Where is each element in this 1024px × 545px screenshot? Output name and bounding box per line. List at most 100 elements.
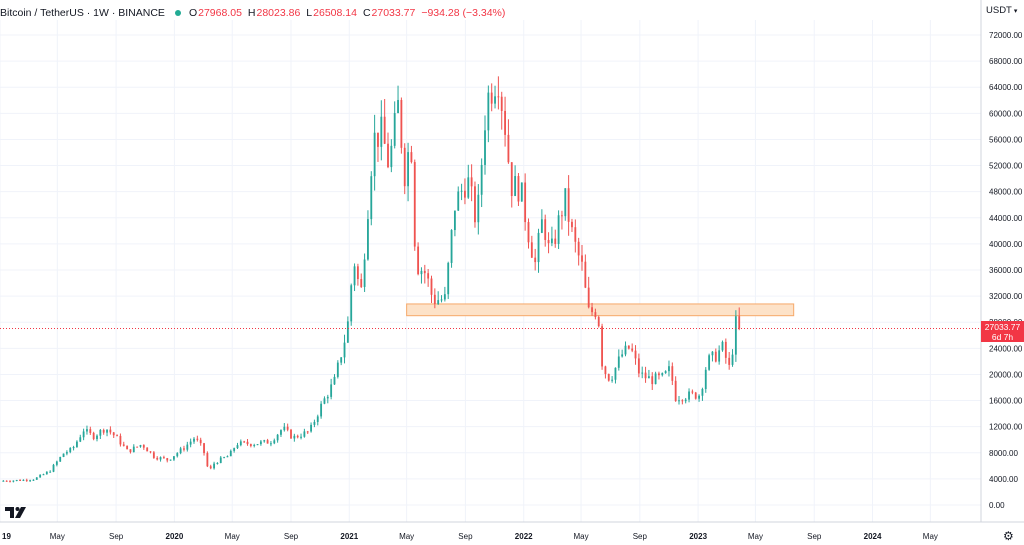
candle-body: [119, 435, 122, 445]
candle-body: [487, 92, 490, 131]
candle-body: [718, 350, 721, 362]
candle-body: [654, 373, 657, 385]
open-value: 27968.05: [198, 7, 242, 19]
candle-body: [681, 400, 684, 402]
candle-body: [397, 99, 399, 114]
x-tick-label: May: [748, 532, 763, 541]
candle-body: [59, 457, 62, 462]
y-tick-label: 36000.00: [989, 266, 1023, 275]
candle-body: [688, 391, 690, 400]
time-axis: 19 May Sep 2020 May Sep 2021 May Sep 2022 May Sep 20…: [0, 521, 1024, 541]
symbol-title[interactable]: Bitcoin / TetherUS · 1W · BINANCE: [0, 7, 165, 19]
candle-body: [480, 164, 483, 195]
candle-body: [330, 384, 333, 397]
candle-body: [540, 219, 543, 233]
candle-body: [176, 453, 179, 457]
symbol-legend: Bitcoin / TetherUS · 1W · BINANCE O 2796…: [0, 5, 511, 21]
candle-body: [393, 113, 396, 146]
candle-body: [259, 441, 262, 445]
candle-body: [403, 147, 406, 187]
candle-body: [464, 190, 466, 198]
chart-grid: [0, 20, 981, 522]
candle-body: [353, 266, 356, 286]
candle-body: [92, 432, 95, 440]
candle-body: [129, 449, 132, 453]
gear-icon[interactable]: ⚙: [1003, 529, 1014, 543]
candle-body: [112, 432, 115, 436]
candle-body: [410, 152, 413, 163]
candle-body: [377, 132, 379, 147]
candle-body: [423, 270, 426, 274]
candle-body: [316, 416, 319, 422]
candle-body: [149, 451, 152, 453]
candle-body: [246, 441, 249, 445]
y-tick-label: 0.00: [989, 501, 1005, 510]
candle-body: [229, 450, 232, 457]
candle-body: [470, 177, 473, 187]
candle-body: [62, 453, 65, 458]
candle-body: [691, 391, 694, 393]
y-tick-label: 4000.00: [989, 475, 1018, 484]
candle-body: [373, 132, 376, 177]
candle-body: [35, 477, 38, 480]
candle-body: [139, 445, 142, 447]
candle-body: [162, 457, 165, 459]
candle-body: [453, 210, 456, 231]
candle-body: [326, 396, 329, 399]
candle-body: [2, 480, 5, 482]
candle-body: [249, 444, 252, 446]
y-tick-label: 68000.00: [989, 57, 1023, 66]
candle-body: [527, 222, 530, 243]
candle-body: [106, 429, 108, 433]
candle-body: [206, 453, 209, 467]
candle-body: [239, 441, 242, 446]
candle-body: [323, 398, 326, 404]
x-tick-label: May: [923, 532, 938, 541]
candle-body: [49, 471, 52, 473]
candle-body: [417, 246, 420, 275]
candle-body: [266, 440, 269, 444]
candle-body: [500, 96, 503, 111]
candle-body: [142, 445, 145, 448]
tradingview-logo-icon[interactable]: [5, 505, 27, 519]
candle-body: [591, 307, 593, 313]
currency-selector[interactable]: USDT ▾: [986, 5, 1017, 16]
x-tick-label: 19: [2, 532, 11, 541]
candle-body: [574, 227, 577, 242]
candle-body: [102, 429, 105, 433]
candle-body: [721, 341, 724, 351]
x-tick-label: Sep: [807, 532, 822, 541]
candle-body: [738, 316, 741, 329]
candle-body: [577, 241, 580, 256]
x-tick-label: 2021: [340, 532, 358, 541]
candle-body: [430, 278, 433, 295]
candle-body: [380, 116, 383, 147]
candle-body: [55, 461, 58, 465]
candle-body: [597, 317, 600, 327]
candle-body: [383, 116, 386, 144]
candle-body: [450, 230, 453, 263]
candle-body: [156, 457, 159, 460]
candle-body: [286, 426, 289, 430]
candle-body: [256, 444, 259, 446]
candle-body: [306, 431, 309, 433]
candle-body: [494, 96, 496, 104]
x-tick-label: 2024: [864, 532, 882, 541]
candle-body: [9, 481, 11, 483]
y-tick-label: 20000.00: [989, 370, 1023, 379]
candle-body: [484, 130, 486, 165]
y-tick-label: 32000.00: [989, 292, 1023, 301]
candle-body: [420, 270, 423, 275]
candle-body: [530, 242, 533, 258]
x-tick-label: Sep: [284, 532, 299, 541]
chevron-down-icon: ▾: [1013, 7, 1018, 15]
candle-body: [166, 458, 169, 461]
candle-body: [223, 457, 226, 459]
candle-body: [714, 351, 717, 362]
x-tick-label: May: [225, 532, 240, 541]
candle-body: [534, 257, 537, 263]
candle-body: [564, 188, 567, 217]
candle-body: [179, 448, 182, 454]
candle-body: [674, 380, 677, 402]
